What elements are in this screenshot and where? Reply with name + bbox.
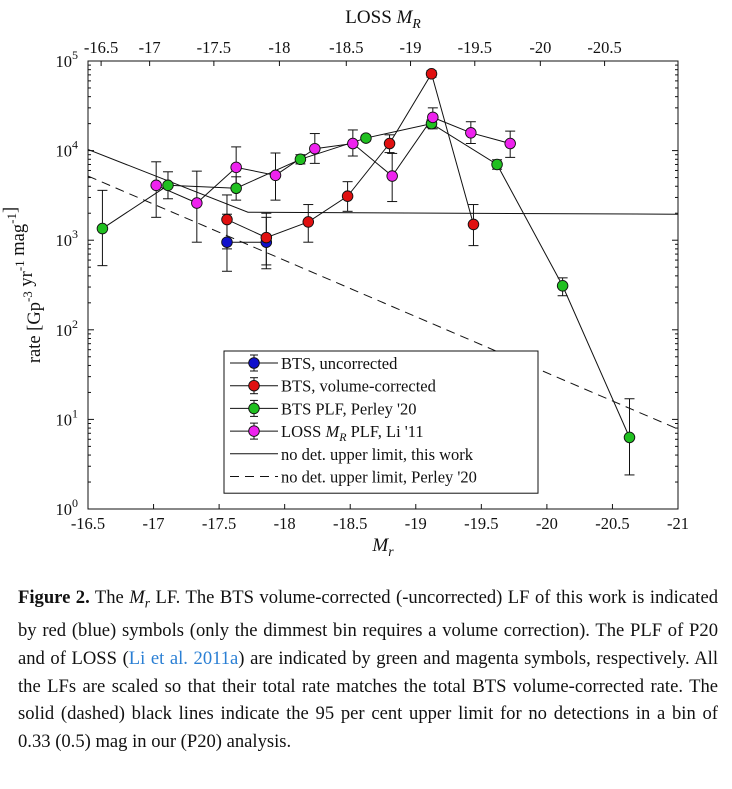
plot-frame (87, 60, 679, 510)
data-point-series-2 (491, 158, 503, 171)
x-tick-label: -16.5 (71, 514, 105, 533)
data-point-series-1 (425, 68, 438, 80)
top-axis-label: LOSS MR (345, 7, 421, 31)
data-point-series-1 (467, 218, 480, 231)
caption-text-after: ) are indicated by green and magenta sym… (18, 647, 718, 752)
upper-limit-line-dashed (88, 175, 678, 430)
top-x-tick-label: -17 (139, 38, 161, 57)
data-point-series-2 (230, 182, 242, 195)
top-x-tick-label: -20.5 (587, 38, 621, 57)
legend-marker (248, 402, 260, 415)
data-point-series-0 (221, 236, 233, 248)
y-tick-label: 103 (56, 227, 79, 250)
y-tick-label: 105 (56, 48, 79, 71)
data-point-series-1 (260, 231, 273, 244)
top-x-tick-label: -17.5 (197, 38, 231, 57)
x-tick-label: -17 (143, 514, 165, 533)
data-point-series-3 (347, 137, 359, 150)
caption-text-before: The Mr LF. The BTS volume-corrected (-un… (18, 587, 718, 669)
top-x-tick-label: -16.5 (84, 38, 118, 57)
caption-label: Figure 2. (18, 587, 90, 608)
y-tick-label: 102 (56, 317, 79, 340)
figure-caption: Figure 2. The Mr LF. The BTS volume-corr… (18, 584, 718, 755)
data-point-series-3 (386, 170, 398, 182)
data-point-series-3 (504, 137, 516, 150)
data-point-series-2 (294, 153, 307, 166)
x-tick-label: -21 (667, 514, 689, 533)
data-point-series-3 (191, 197, 203, 209)
legend-entry-label: BTS PLF, Perley '20 (281, 399, 417, 418)
top-x-tick-label: -18.5 (329, 38, 363, 57)
y-tick-label: 100 (56, 496, 79, 519)
legend-marker (248, 379, 260, 392)
data-point-series-3 (427, 111, 439, 124)
series-line-3 (155, 116, 511, 204)
y-axis-label: rate [Gp-3 yr-1 mag-1] (1, 207, 45, 363)
data-point-series-2 (556, 280, 569, 292)
top-x-tick-label: -18 (268, 38, 290, 57)
data-point-series-1 (341, 190, 354, 202)
data-point-series-2 (162, 179, 174, 192)
data-point-series-2 (360, 132, 372, 144)
data-point-series-3 (230, 161, 242, 174)
data-point-series-2 (96, 222, 109, 235)
x-tick-label: -18 (274, 514, 296, 533)
x-tick-label: -18.5 (333, 514, 367, 533)
x-axis-label: Mr (371, 535, 394, 559)
legend-entry-label: LOSS MR PLF, Li '11 (281, 422, 424, 444)
top-x-tick-label: -19.5 (458, 38, 492, 57)
legend-marker (248, 357, 260, 369)
y-tick-label: 104 (56, 138, 79, 161)
caption-citation-link[interactable]: Li et al. 2011a (128, 647, 239, 669)
x-tick-label: -19.5 (464, 514, 498, 533)
x-tick-label: -20 (536, 514, 558, 533)
data-point-series-2 (623, 431, 636, 444)
upper-limit-line-solid (88, 148, 678, 215)
legend-entry-label: no det. upper limit, Perley '20 (281, 468, 477, 487)
legend-marker (248, 425, 260, 437)
data-point-series-3 (309, 142, 321, 155)
data-point-series-1 (221, 213, 233, 226)
legend-entry-label: BTS, uncorrected (281, 354, 398, 373)
legend-entry-label: no det. upper limit, this work (281, 445, 474, 464)
data-point-series-3 (150, 179, 162, 192)
x-tick-label: -19 (405, 514, 427, 533)
legend-box (223, 350, 539, 494)
luminosity-function-figure: -16.5 -17 -17.5 -18 -18.5 -19 -19.5 -20 -20.5 -21… (1, 7, 689, 559)
data-point-series-1 (383, 137, 396, 150)
x-tick-label: -20.5 (595, 514, 629, 533)
top-x-tick-label: -19 (400, 38, 422, 57)
y-tick-label: 101 (56, 406, 79, 429)
data-point-series-1 (302, 216, 315, 228)
top-x-tick-label: -20 (529, 38, 551, 57)
data-point-series-3 (465, 127, 477, 139)
chart: -16.5 -17 -17.5 -18 -18.5 -19 -19.5 -20 -20.5 -21… (1, 7, 689, 559)
x-tick-label: -17.5 (202, 514, 236, 533)
data-point-series-3 (269, 169, 282, 182)
legend-entry-label: BTS, volume-corrected (281, 377, 437, 396)
